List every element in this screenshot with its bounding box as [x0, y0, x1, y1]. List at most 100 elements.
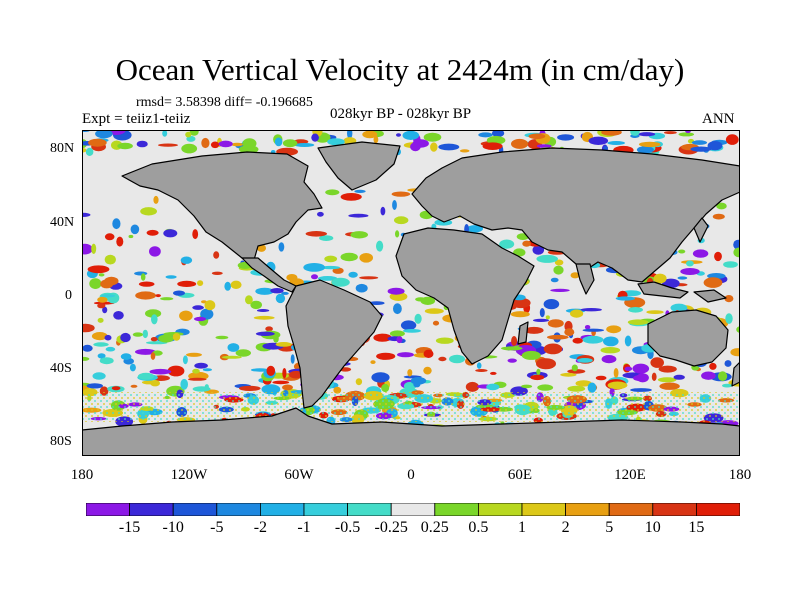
anomaly-patch [186, 352, 202, 357]
anomaly-patch [180, 256, 193, 264]
anomaly-patch [158, 143, 178, 147]
anomaly-patch [653, 273, 667, 284]
anomaly-patch [396, 133, 401, 137]
colorbar-swatch [303, 502, 348, 517]
anomaly-patch [588, 136, 609, 145]
period-label: 028kyr BP - 028kyr BP [330, 106, 472, 122]
anomaly-patch [400, 320, 417, 331]
anomaly-patch [543, 343, 563, 355]
anomaly-patch [376, 352, 396, 360]
anomaly-patch [553, 265, 564, 275]
anomaly-patch [547, 319, 564, 328]
colorbar-swatch [608, 502, 654, 517]
anomaly-patch [172, 333, 181, 341]
colorbar-swatch [347, 502, 392, 517]
land-africa [395, 227, 535, 365]
anomaly-patch [624, 366, 633, 371]
anomaly-patch [116, 236, 124, 247]
anomaly-patch [391, 191, 411, 197]
anomaly-patch [392, 200, 397, 210]
anomaly-patch [350, 231, 369, 239]
lat-label-0: 0 [65, 288, 72, 303]
anomaly-patch [266, 365, 276, 376]
anomaly-patch [554, 259, 564, 266]
anomaly-patch [393, 303, 402, 315]
anomaly-patch [632, 363, 650, 374]
colorbar-swatch [477, 502, 523, 517]
anomaly-patch [92, 372, 106, 380]
anomaly-patch [167, 365, 185, 377]
colorbar-swatch [85, 502, 130, 517]
anomaly-patch [724, 295, 734, 303]
anomaly-patch [475, 369, 488, 372]
colorbar-swatch [696, 502, 741, 517]
anomaly-patch [478, 132, 493, 138]
anomaly-patch [678, 249, 686, 254]
anomaly-patch [104, 233, 115, 241]
season-label: ANN [702, 111, 735, 127]
anomaly-patch [603, 145, 608, 151]
anomaly-patch [224, 281, 231, 291]
anomaly-patch [255, 331, 275, 336]
land-madagascar [517, 321, 529, 345]
anomaly-patch [82, 344, 93, 352]
anomaly-patch [91, 332, 108, 341]
anomaly-patch [192, 305, 204, 310]
anomaly-patch [492, 130, 505, 138]
anomaly-patch [319, 235, 334, 241]
anomaly-patch [155, 294, 161, 298]
anomaly-patch [607, 141, 625, 145]
anomaly-patch [98, 273, 105, 277]
anomaly-patch [130, 384, 138, 388]
anomaly-patch [282, 368, 287, 379]
anomaly-patch [432, 320, 440, 326]
anomaly-patch [104, 254, 116, 265]
anomaly-patch [651, 372, 657, 381]
anomaly-patch [104, 334, 112, 341]
anomaly-patch [577, 358, 593, 363]
anomaly-patch [673, 374, 685, 380]
anomaly-patch [359, 253, 374, 263]
anomaly-patch [354, 189, 366, 193]
anomaly-patch [389, 330, 405, 337]
lat-label-40n: 40N [50, 215, 75, 230]
anomaly-patch [730, 348, 740, 357]
anomaly-patch [275, 342, 292, 347]
anomaly-patch [600, 347, 621, 354]
anomaly-patch [564, 328, 575, 336]
anomaly-patch [320, 265, 340, 270]
anomaly-patch [595, 375, 607, 381]
anomaly-patch [97, 353, 106, 359]
anomaly-patch [163, 229, 178, 238]
anomaly-patch [536, 368, 541, 375]
anomaly-patch [628, 307, 643, 313]
anomaly-patch [449, 354, 465, 364]
anomaly-patch [646, 310, 664, 314]
anomaly-patch [532, 245, 545, 255]
land-layer [82, 141, 740, 456]
anomaly-patch [210, 141, 220, 149]
anomaly-patch [380, 206, 386, 216]
anomaly-patch [615, 296, 636, 301]
anomaly-patch [281, 291, 289, 295]
colorbar-tick-label: -1 [297, 519, 311, 536]
anomaly-patch [138, 281, 155, 287]
anomaly-patch [95, 130, 113, 139]
anomaly-patch [192, 386, 211, 392]
anomaly-patch [387, 287, 405, 295]
colorbar-tick-label: 1 [518, 519, 526, 536]
map-frame [82, 130, 740, 456]
anomaly-patch [607, 381, 628, 390]
anomaly-patch [130, 224, 140, 235]
anomaly-patch [202, 368, 212, 372]
anomaly-patch [536, 144, 552, 148]
anomaly-patch [680, 268, 700, 275]
anomaly-patch [275, 293, 286, 304]
lat-label-40s: 40S [50, 361, 72, 376]
anomaly-patch [132, 332, 143, 337]
colorbar-swatch [129, 502, 174, 517]
anomaly-patch [317, 276, 338, 281]
anomaly-patch [536, 254, 558, 263]
anomaly-patch [201, 137, 210, 149]
anomaly-patch [724, 360, 732, 367]
